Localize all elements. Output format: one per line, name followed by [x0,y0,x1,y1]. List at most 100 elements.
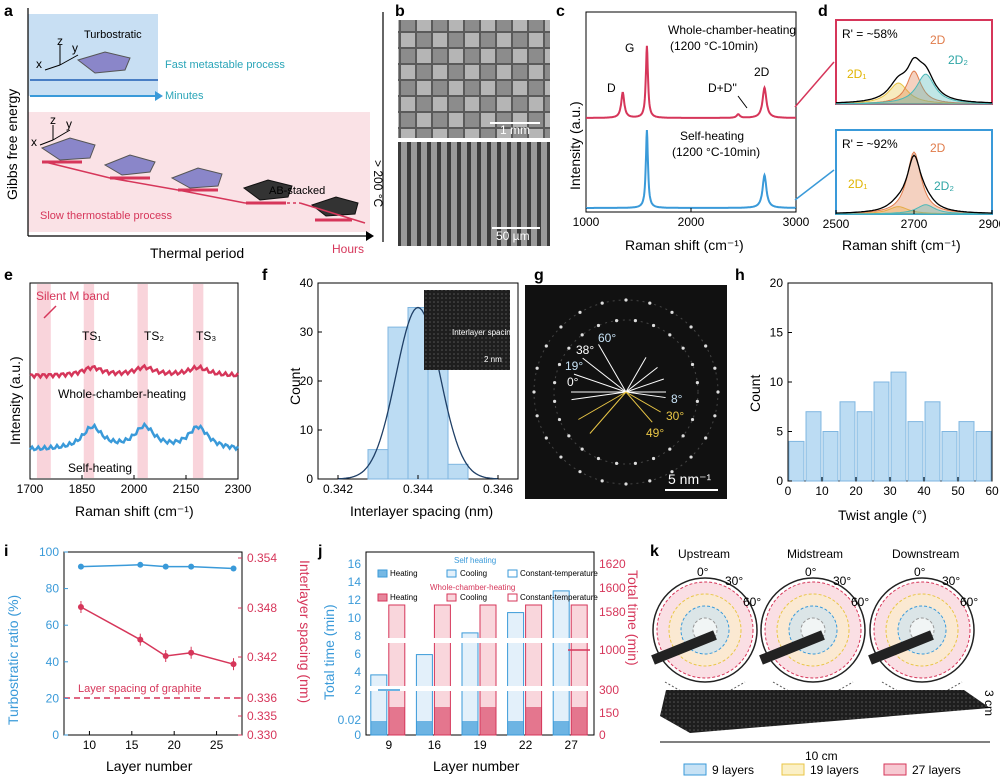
fast-process-label: Fast metastable process [165,59,285,71]
d-top-ratio: R' = ~58% [842,27,898,41]
g-spot [681,434,685,438]
e-ylabel: Intensity (a.u.) [7,356,23,445]
g-angle-line [582,357,627,393]
i-y2tick-label: 0.330 [247,728,277,742]
g-spot [553,381,557,385]
h-bar [890,371,907,482]
g-spot [713,414,717,418]
i-ytick-label: 0 [52,728,59,742]
i-xlabel: Layer number [106,758,193,774]
j-self-bar [507,612,525,736]
slow-process-label: Slow thermostable process [40,210,173,222]
g-spot [695,399,699,403]
c-series1-cond: (1200 °C-10min) [670,39,758,53]
j-self-bar [461,632,479,736]
i-turbostratic-point [230,565,237,572]
panel-e: e 1700 1850 2000 2150 2300 Silent M band TS₁… [4,267,252,519]
graphite-stack-1 [242,179,293,201]
g-spot [668,333,672,337]
i-turbostratic-point [77,563,84,570]
energy-path-3 [299,202,366,224]
d-top-envelope [835,56,992,104]
h-bar [822,431,839,482]
c-peak-2d: 2D [754,65,770,79]
j-group2: Whole-chamber-heating [430,583,515,592]
panel-k: k 0°30°60°0°30°60°0°30°60° Upstream Mids… [650,543,996,777]
g-spot [690,362,695,367]
e-xtick-label: 1850 [69,482,96,496]
d-xtick-label: 2900 [979,217,1000,231]
k-angle-0: 0° [914,565,926,579]
panel-label-e: e [4,267,13,284]
f-ytick-label: 10 [300,423,314,437]
d-top-component-2 [835,73,993,105]
panel-label-d: d [818,3,828,20]
h-bar [873,381,890,482]
scale-label-1: 1 mm [500,123,530,137]
j-ylabel: Total time (min) [321,604,337,700]
h-bar [788,440,805,482]
c-plot-area: 1000 2000 3000 [573,45,810,229]
minutes-arrowhead [155,91,163,101]
g-angle-line [571,391,627,401]
f-bar [387,326,409,480]
k-sample-strip [759,630,825,665]
f-xtick-label: 0.342 [323,482,353,496]
g-spot [559,455,563,459]
j-ytick-label: 6 [354,647,361,661]
j-ytick-label: 8 [354,629,361,643]
g-spot [690,417,695,422]
k-angle-0: 0° [805,565,817,579]
h-ylabel: Count [747,375,763,412]
axis-gizmo-icon [39,45,79,146]
h-ytick-label: 0 [776,474,783,488]
g-spot [670,470,674,474]
h-ytick-label: 5 [776,425,783,439]
c-peak-dd: D+D'' [708,81,737,95]
e-band-1 [83,284,95,478]
f-inset-label: Interlayer spacing [452,328,515,337]
g-spot [580,333,584,337]
k-legend-27-swatch [883,763,907,776]
g-spot [689,455,693,459]
e-xtick-label: 2300 [225,482,252,496]
h-xtick-label: 10 [815,484,829,498]
g-spot [689,325,693,329]
k-angle-60: 60° [851,595,869,609]
i-y2tick-label: 0.348 [247,601,277,615]
g-spot [578,310,582,314]
e-ts2: TS₂ [144,329,164,343]
j-y2tick-label: 0 [599,728,606,742]
g-angle-line-b [625,391,653,423]
g-angle-8: 8° [671,392,683,406]
panel-c: c 1000 2000 3000 Intensity (a.u.) Raman sh… [556,3,810,253]
k-angle-30: 30° [942,574,960,588]
j-xtick-label: 16 [428,738,442,752]
graphene-stack-4 [170,167,223,189]
g-angle-line [589,391,627,434]
j-leg-const-1: Constant-temperature [520,569,598,578]
g-angle-line [578,391,627,420]
g-spot [624,298,628,302]
f-bar [427,356,449,480]
i-ytick-label: 40 [46,655,60,669]
panel-label-f: f [262,267,268,284]
i-xtick-label: 20 [168,738,182,752]
a-xlabel: Thermal period [150,245,244,261]
axis-z-2: z [50,113,56,127]
k-angle-0: 0° [697,565,709,579]
panel-label-g: g [534,267,544,284]
g-spot [580,447,584,451]
d-xtick-label: 2700 [901,217,928,231]
j-self-bar [552,590,570,736]
f-xlabel: Interlayer spacing (nm) [350,503,493,519]
j-xlabel: Layer number [433,758,520,774]
k-width: 3 cm [982,690,996,716]
d-link-blue [794,169,835,201]
h-bar [958,421,975,482]
j-y2tick-label: 150 [599,706,619,720]
j-ytick-label: 0.02 [338,713,362,727]
axis-z-1: z [57,34,63,48]
temp-label: > 200 °C [371,160,385,207]
